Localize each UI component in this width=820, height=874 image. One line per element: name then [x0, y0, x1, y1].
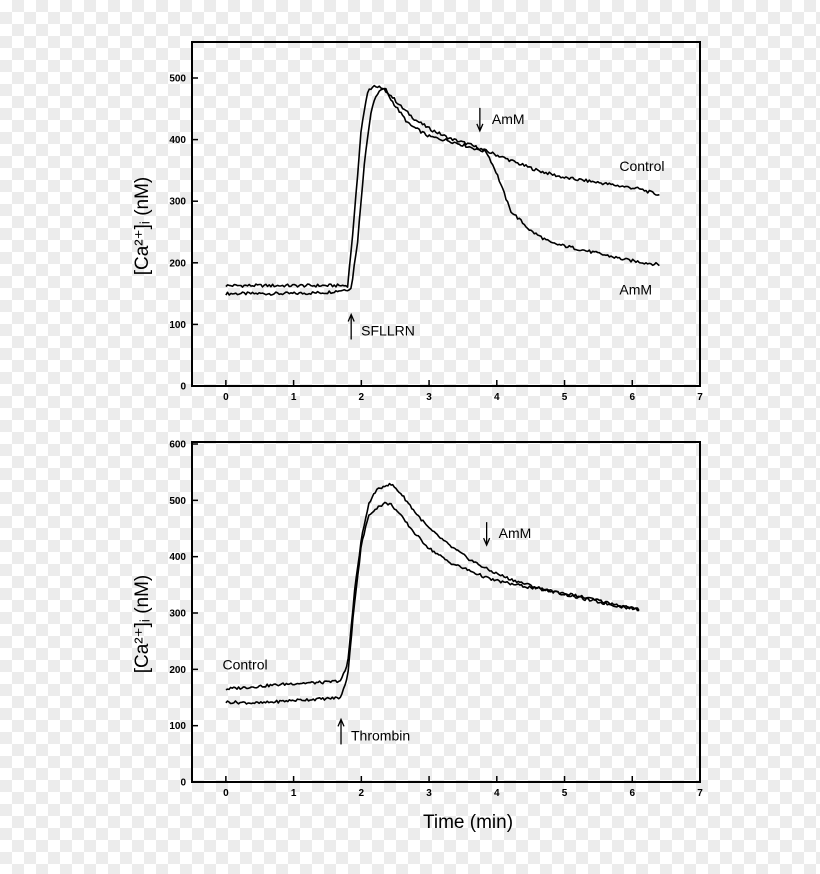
- y-tick-label: 400: [169, 552, 186, 563]
- plot-frame: [191, 41, 701, 387]
- x-tick-label: 2: [359, 788, 365, 799]
- panel-bottom: 0 1 2 3 4 5 6 7 0 100 200 300 400 500 600 [Ca²⁺]ᵢ (nM) T…: [132, 440, 703, 834]
- x-axis-title: Time (min): [423, 812, 513, 833]
- annotation-label: SFLLRN: [361, 322, 415, 338]
- x-tick-label: 5: [562, 788, 568, 799]
- y-tick-label: 200: [169, 258, 186, 269]
- x-tick-label: 1: [291, 788, 297, 799]
- x-tick-label: 6: [629, 392, 635, 403]
- y-axis-title: [Ca²⁺]ᵢ (nM): [132, 177, 153, 276]
- series-label-amm: AmM: [619, 282, 652, 298]
- x-tick-label: 7: [697, 392, 703, 403]
- series-label-control: Control: [619, 158, 664, 174]
- annotation-label: Control: [222, 656, 267, 672]
- arrow-head: [476, 123, 484, 133]
- y-tick-label: 300: [169, 609, 186, 620]
- x-tick-label: 2: [359, 392, 365, 403]
- series-line-amm: [225, 501, 640, 705]
- x-tick-label: 5: [562, 392, 568, 403]
- annotation-label: AmM: [492, 111, 525, 127]
- arrow-head: [347, 312, 355, 322]
- x-tick-label: 4: [494, 788, 500, 799]
- y-tick-label: 100: [169, 320, 186, 331]
- y-tick-label: 300: [169, 197, 186, 208]
- y-tick-label: 500: [169, 496, 186, 507]
- y-tick-label: 100: [169, 721, 186, 732]
- plot-frame: [191, 441, 701, 783]
- annotation-label: AmM: [499, 525, 532, 541]
- series-line-control: [225, 482, 640, 691]
- annotation-label: Thrombin: [351, 727, 410, 743]
- y-tick-label: 500: [169, 74, 186, 85]
- x-tick-label: 1: [291, 392, 297, 403]
- x-tick-label: 0: [223, 392, 229, 403]
- x-tick-label: 3: [426, 392, 432, 403]
- panel-top: 0 1 2 3 4 5 6 7 0 100 200 300 400 500 [Ca²⁺]ᵢ (nM) Cont…: [132, 41, 703, 403]
- x-tick-label: 4: [494, 392, 500, 403]
- x-tick-label: 3: [426, 788, 432, 799]
- arrow-head: [483, 537, 491, 547]
- series-line-amm: [225, 84, 660, 288]
- y-tick-label: 0: [180, 778, 186, 789]
- x-tick-label: 6: [629, 788, 635, 799]
- x-tick-label: 7: [697, 788, 703, 799]
- arrow-head: [337, 717, 345, 727]
- y-tick-label: 0: [180, 382, 186, 393]
- series-line-control: [225, 87, 660, 296]
- y-axis-title: [Ca²⁺]ᵢ (nM): [132, 575, 153, 674]
- y-tick-label: 400: [169, 135, 186, 146]
- y-tick-label: 600: [169, 440, 186, 451]
- x-tick-label: 0: [223, 788, 229, 799]
- y-tick-label: 200: [169, 665, 186, 676]
